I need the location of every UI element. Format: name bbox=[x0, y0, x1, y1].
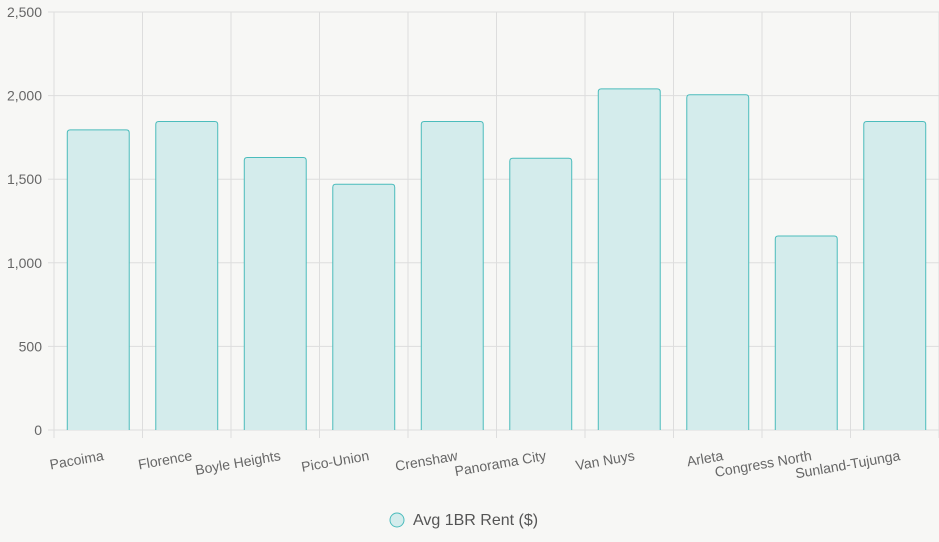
bar-outline bbox=[155, 121, 219, 430]
x-category-label: Pacoima bbox=[48, 447, 105, 472]
bar-outline bbox=[420, 121, 484, 430]
bar-outline bbox=[686, 94, 750, 430]
x-category-label: Arleta bbox=[685, 447, 724, 469]
bar-fill[interactable] bbox=[775, 236, 838, 430]
bar-outline bbox=[774, 235, 838, 430]
y-tick-label: 1,000 bbox=[7, 255, 42, 271]
bar-outline bbox=[863, 121, 927, 430]
y-tick-label: 500 bbox=[19, 338, 43, 354]
y-axis-ticks: 0 500 1,000 1,500 2,000 2,500 bbox=[7, 4, 42, 438]
bar-fill[interactable] bbox=[244, 157, 307, 431]
x-category-label: Panorama City bbox=[453, 447, 547, 479]
bar-outline bbox=[332, 183, 396, 430]
legend-label: Avg 1BR Rent ($) bbox=[413, 512, 538, 529]
y-tick-label: 1,500 bbox=[7, 171, 42, 187]
x-category-label: Crenshaw bbox=[394, 447, 460, 474]
bar-outline bbox=[509, 157, 573, 430]
bar-fill[interactable] bbox=[598, 88, 661, 431]
x-category-label: Florence bbox=[137, 447, 194, 472]
x-category-label: Pico-Union bbox=[300, 447, 370, 475]
y-tick-label: 2,000 bbox=[7, 88, 42, 104]
bar-fill[interactable] bbox=[332, 184, 395, 430]
bar-outline bbox=[597, 88, 661, 430]
bars bbox=[66, 88, 927, 431]
bar-fill[interactable] bbox=[863, 121, 926, 431]
x-category-label: Van Nuys bbox=[574, 447, 636, 473]
x-category-label: Boyle Heights bbox=[194, 447, 282, 478]
bar-outline bbox=[243, 156, 307, 430]
bar-fill[interactable] bbox=[421, 121, 484, 431]
x-axis-labels: Pacoima Florence Boyle Heights Pico-Union Cr… bbox=[48, 447, 901, 481]
bar-outline bbox=[66, 129, 130, 430]
bar-fill[interactable] bbox=[155, 121, 218, 431]
y-tick-label: 2,500 bbox=[7, 4, 42, 20]
bar-fill[interactable] bbox=[509, 158, 572, 431]
legend-swatch bbox=[389, 512, 405, 528]
legend[interactable]: Avg 1BR Rent ($) bbox=[389, 512, 538, 529]
bar-fill[interactable] bbox=[686, 94, 749, 430]
y-tick-label: 0 bbox=[34, 422, 42, 438]
bar-fill[interactable] bbox=[67, 129, 130, 430]
